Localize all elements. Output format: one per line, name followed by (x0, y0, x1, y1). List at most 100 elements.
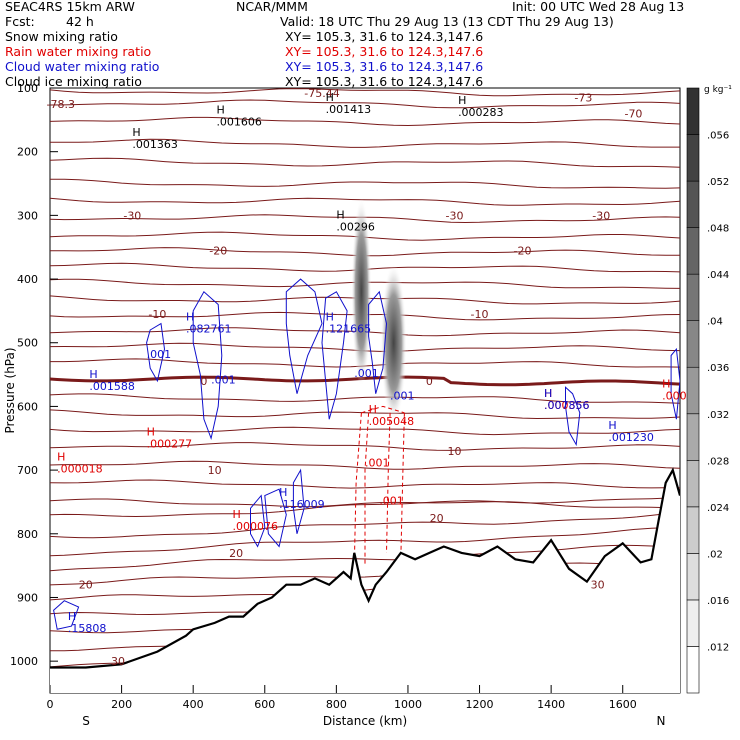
snow-shading-plume (351, 196, 372, 387)
colorbar-tick-label: .024 (707, 503, 729, 514)
valid-time: Valid: 18 UTC Thu 29 Aug 13 (13 CDT Thu … (280, 14, 614, 29)
x-tick-label: 400 (183, 698, 204, 711)
y-axis-label: Pressure (hPa) (3, 347, 17, 433)
isotherm-label: -75.44 (304, 87, 339, 100)
x-tick-label: 0 (47, 698, 54, 711)
extremum-marker: H (326, 91, 334, 104)
rain-water-contour (400, 412, 405, 560)
cloud-water-contour (285, 278, 323, 394)
colorbar-swatch (686, 180, 700, 228)
isotherm-line (50, 197, 680, 206)
model-title: SEAC4RS 15km ARW (5, 0, 135, 14)
extremum-marker: H (608, 419, 616, 432)
rain-water-contour (353, 412, 362, 566)
isotherm-line (50, 116, 680, 127)
x-tick-label: 800 (326, 698, 347, 711)
extremum-value: .00296 (336, 221, 375, 234)
cloud-water-contour (146, 322, 166, 383)
terrain-fill (50, 470, 680, 693)
colorbar-tick-label: .036 (707, 363, 729, 374)
isotherm-label: -10 (471, 308, 489, 321)
isotherm-label: -30 (592, 209, 610, 222)
isotherm-line (50, 479, 680, 489)
extremum-value: .001230 (608, 431, 654, 444)
isotherm-line (50, 442, 680, 451)
field-label-snow: Snow mixing ratio (5, 29, 118, 44)
colorbar-swatch (686, 366, 700, 415)
extremum-marker: H (68, 610, 76, 623)
colorbar-swatch (686, 227, 700, 275)
field-label-cloud-ice: Cloud ice mixing ratio (5, 74, 142, 89)
colorbar-unit-label: g kg⁻¹ (704, 85, 732, 95)
cloud-water-contour (192, 291, 223, 441)
y-tick-label: 600 (17, 400, 38, 413)
extremum-value: .000076 (233, 520, 279, 533)
isotherm-line (50, 157, 680, 168)
y-tick-label: 900 (17, 591, 38, 604)
extremum-marker: H (369, 403, 377, 416)
field-label-cloud-water: Cloud water mixing ratio (5, 59, 160, 74)
extremum-marker: H (233, 508, 241, 521)
cloud-water-contour (250, 494, 266, 548)
forecast-label: Fcst: (5, 14, 35, 29)
colorbar-swatch (686, 320, 700, 368)
snow-shading-plume (380, 262, 407, 423)
cloud-water-contour (565, 386, 581, 447)
colorbar-swatch (686, 134, 700, 182)
colorbar-swatch (686, 413, 700, 461)
x-tick-label: 1200 (466, 698, 494, 711)
isotherm-line (50, 544, 680, 572)
colorbar-tick-label: .052 (707, 177, 729, 188)
extremum-marker: H (544, 387, 552, 400)
isotherm-line (50, 562, 680, 586)
extremum-value: .121665 (326, 323, 372, 336)
x-tick-label: 200 (111, 698, 132, 711)
colorbar-swatch (686, 553, 700, 601)
init-time: Init: 00 UTC Wed 28 Aug 13 (512, 0, 685, 14)
extremum-value: .000277 (147, 437, 193, 450)
cloud-water-contour (292, 468, 305, 534)
colorbar-tick-label: .056 (707, 131, 729, 142)
isotherm-line (50, 426, 680, 436)
x-tick-label: 1000 (394, 698, 422, 711)
isotherm-label: -70 (624, 107, 642, 120)
isotherm-line (50, 138, 680, 148)
y-tick-label: 200 (17, 146, 38, 159)
y-tick-label: 300 (17, 209, 38, 222)
colorbar-tick-label: .016 (707, 596, 729, 607)
field-label-rain: Rain water mixing ratio (5, 44, 152, 59)
colorbar-swatch (686, 646, 700, 694)
extremum-value: .000283 (458, 106, 504, 119)
isotherm-label: -10 (148, 308, 166, 321)
extremum-marker: H (89, 368, 97, 381)
extremum-value: .001 (211, 374, 236, 387)
rain-water-contour (364, 412, 370, 566)
cloud-water-contour (321, 291, 348, 420)
isotherm-line (50, 178, 680, 189)
colorbar-tick-label: .032 (707, 410, 729, 421)
rain-water-contour (361, 405, 405, 414)
x-tick-label: 1600 (609, 698, 637, 711)
isotherm-label: -30 (446, 209, 464, 222)
extremum-value: .001363 (132, 138, 178, 151)
extremum-marker: H (216, 104, 224, 117)
extremum-marker: H (132, 126, 140, 139)
forecast-hours: 42 h (66, 14, 94, 29)
colorbar-tick-label: .044 (707, 270, 729, 281)
isotherm-label: -78.3 (47, 98, 75, 111)
extremum-value: .116009 (279, 498, 325, 511)
org-label: NCAR/MMM (236, 0, 308, 14)
extremum-marker: H (336, 209, 344, 222)
isotherm-line (50, 511, 680, 539)
extremum-value: .001 (379, 495, 404, 508)
isotherm-label: 10 (447, 445, 461, 458)
isotherm-label: -73 (574, 92, 592, 105)
colorbar-swatch (686, 87, 700, 135)
isotherm-label: 30 (111, 655, 125, 668)
isotherm-line (50, 99, 680, 109)
y-tick-label: 100 (17, 82, 38, 95)
colorbar-swatch (686, 273, 700, 321)
terrain-line (50, 467, 680, 669)
extremum-value: .082761 (186, 323, 232, 336)
